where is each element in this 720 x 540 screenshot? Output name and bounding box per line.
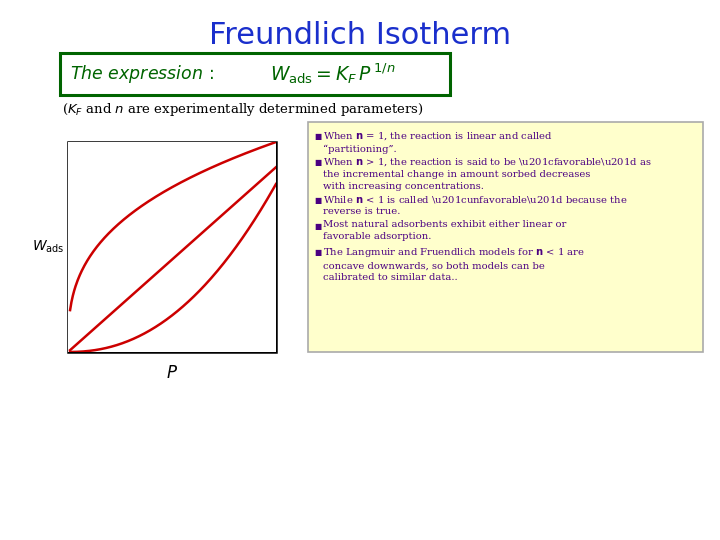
Text: When $\mathbf{n}$ = 1, the reaction is linear and called
“partitioning”.: When $\mathbf{n}$ = 1, the reaction is l… [323, 130, 553, 153]
Text: Freundlich Isotherm: Freundlich Isotherm [209, 21, 511, 50]
Text: ■: ■ [314, 158, 321, 167]
Text: ($K_F$ and $n$ are experimentally determined parameters): ($K_F$ and $n$ are experimentally determ… [62, 100, 423, 118]
FancyBboxPatch shape [60, 53, 450, 95]
Text: $P$: $P$ [166, 366, 178, 382]
Text: When $\mathbf{n}$ > 1, the reaction is said to be \u201cfavorable\u201d as
the i: When $\mathbf{n}$ > 1, the reaction is s… [323, 156, 652, 191]
Text: ■: ■ [314, 222, 321, 231]
Text: ■: ■ [314, 196, 321, 205]
Text: $n < 1$: $n < 1$ [224, 253, 258, 267]
Text: $\mathit{The\ expression}$$\,:$: $\mathit{The\ expression}$$\,:$ [70, 63, 215, 85]
Text: Most natural adsorbents exhibit either linear or
favorable adsorption.: Most natural adsorbents exhibit either l… [323, 220, 567, 241]
Text: While $\mathbf{n}$ < 1 is called \u201cunfavorable\u201d because the
reverse is : While $\mathbf{n}$ < 1 is called \u201cu… [323, 194, 627, 216]
Text: $W_{\rm ads} = K_F\,P^{\,1/n}$: $W_{\rm ads} = K_F\,P^{\,1/n}$ [270, 62, 396, 86]
Text: ■: ■ [314, 132, 321, 141]
Text: The Langmuir and Fruendlich models for $\mathbf{n}$ < 1 are
concave downwards, s: The Langmuir and Fruendlich models for $… [323, 246, 585, 282]
FancyBboxPatch shape [308, 122, 703, 352]
Bar [68, 142, 276, 352]
Text: ■: ■ [314, 248, 321, 258]
Text: $W_{\rm ads}$: $W_{\rm ads}$ [32, 239, 64, 255]
Text: $n > 1$: $n > 1$ [214, 164, 248, 177]
Text: $n = 1$: $n = 1$ [219, 204, 253, 217]
